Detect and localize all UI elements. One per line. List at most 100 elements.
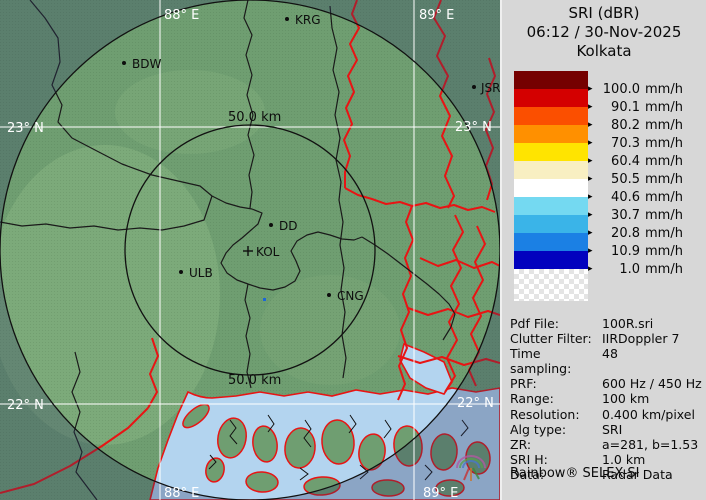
- legend-row: ▸ 70.3 mm/h: [588, 135, 706, 151]
- city-label-cng: CNG: [337, 289, 364, 303]
- colorbar-band: [514, 179, 588, 197]
- metadata-row: ZR: a=281, b=1.53: [510, 437, 704, 452]
- legend-row: ▸ 100.0 mm/h: [588, 81, 706, 97]
- city-label-dd: DD: [279, 219, 297, 233]
- city-dot: [285, 17, 289, 21]
- legend-tick-icon: ▸: [588, 192, 593, 202]
- city-dot: [327, 293, 331, 297]
- meta-value: SRI: [602, 421, 623, 437]
- legend-row: ▸ 80.2 mm/h: [588, 117, 706, 133]
- legend-tick-icon: ▸: [588, 120, 593, 130]
- meta-value: 100R.sri: [602, 316, 654, 331]
- precip-echo-pixel: [263, 298, 266, 301]
- legend-row: ▸ 60.4 mm/h: [588, 153, 706, 169]
- meta-label: Range:: [510, 391, 554, 407]
- legend-unit: mm/h: [645, 153, 683, 169]
- metadata-row: Resolution: 0.400 km/pixel: [510, 407, 704, 422]
- legend-tick-icon: ▸: [588, 138, 593, 148]
- meta-label: Data:: [510, 466, 545, 482]
- legend-value: 60.4: [611, 153, 640, 169]
- district-boundaries: [0, 0, 456, 500]
- meta-label: ZR:: [510, 436, 532, 452]
- city-dot: [472, 85, 476, 89]
- legend-tick-icon: ▸: [588, 156, 593, 166]
- meta-value: a=281, b=1.53: [602, 436, 699, 452]
- legend-value: 40.6: [611, 189, 640, 205]
- legend-tick-icon: ▸: [588, 210, 593, 220]
- graticule-lines: [0, 0, 500, 500]
- station-name: Kolkata: [576, 42, 632, 60]
- meta-label: PRF:: [510, 376, 537, 392]
- legend-unit: mm/h: [645, 99, 683, 115]
- colorbar-below-min-checker: [514, 269, 588, 301]
- metadata-row: Data: Radar Data: [510, 467, 704, 482]
- legend-row: ▸ 40.6 mm/h: [588, 189, 706, 205]
- grid-label-bottom-89e: 89° E: [423, 486, 458, 500]
- graticule-labels: 88° E 89° E 23° N 23° N 22° N 22° N 88° …: [7, 8, 494, 500]
- colorbar-band: [514, 71, 588, 89]
- legend-unit: mm/h: [645, 171, 683, 187]
- creek-lines: [208, 414, 469, 481]
- meta-value: Radar Data: [602, 466, 673, 482]
- legend-unit: mm/h: [645, 135, 683, 151]
- scan-timestamp: 06:12 / 30-Nov-2025: [526, 23, 682, 41]
- colorbar-band: [514, 251, 588, 269]
- meta-value: 0.400 km/pixel: [602, 406, 695, 422]
- colorbar-band: [514, 161, 588, 179]
- legend-value: 70.3: [611, 135, 640, 151]
- legend-row: ▸ 1.0 mm/h: [588, 261, 706, 277]
- metadata-row: Time sampling: 48: [510, 346, 704, 376]
- legend-value: 90.1: [611, 99, 640, 115]
- meta-label: Time sampling:: [510, 346, 572, 377]
- meta-value: 100 km: [602, 391, 650, 407]
- meta-value: IIRDoppler 7: [602, 331, 680, 347]
- grid-label-top-89e: 89° E: [419, 8, 454, 23]
- out-of-range-dim-overlay: [0, 0, 500, 500]
- meta-label: Pdf File:: [510, 316, 559, 331]
- legend-unit: mm/h: [645, 81, 683, 97]
- legend-tick-icon: ▸: [588, 264, 593, 274]
- legend-row: ▸ 20.8 mm/h: [588, 225, 706, 241]
- city-dot: [179, 270, 183, 274]
- legend-value: 20.8: [611, 225, 640, 241]
- colorbar-band: [514, 89, 588, 107]
- grid-label-left-23n: 23° N: [7, 121, 44, 136]
- legend-tick-icon: ▸: [588, 84, 593, 94]
- city-label-jsr: JSR: [480, 81, 500, 95]
- legend-row: ▸ 10.9 mm/h: [588, 243, 706, 259]
- meta-value: 600 Hz / 450 Hz: [602, 376, 702, 392]
- city-label-ulb: ULB: [189, 266, 213, 280]
- legend-unit: mm/h: [645, 117, 683, 133]
- radar-map-canvas: 50.0 km 50.0 km 88° E 89° E 23° N 23° N …: [0, 0, 500, 500]
- metadata-row: Pdf File: 100R.sri: [510, 316, 704, 331]
- legend-unit: mm/h: [645, 225, 683, 241]
- legend-value: 1.0: [619, 261, 640, 277]
- metadata-row: SRI H: 1.0 km: [510, 452, 704, 467]
- software-branding: Rainbow® SELEX-SI: [510, 466, 640, 481]
- meta-label: Resolution:: [510, 406, 580, 422]
- colorbar-band: [514, 143, 588, 161]
- meta-label: SRI H:: [510, 451, 548, 467]
- city-markers: BDW KRG JSR DD KOL ULB CNG: [122, 13, 500, 303]
- metadata-row: Clutter Filter: IIRDoppler 7: [510, 331, 704, 346]
- panel-header: SRI (dBR) 06:12 / 30-Nov-2025 Kolkata: [502, 4, 706, 61]
- intensity-colorbar: [514, 71, 588, 301]
- colorbar-band: [514, 107, 588, 125]
- city-label-bdw: BDW: [132, 57, 161, 71]
- meta-label: Alg type:: [510, 421, 567, 437]
- legend-unit: mm/h: [645, 189, 683, 205]
- metadata-row: Range: 100 km: [510, 391, 704, 406]
- city-dot: [269, 223, 273, 227]
- metadata-row: PRF: 600 Hz / 450 Hz: [510, 376, 704, 391]
- range-ring-label-upper: 50.0 km: [228, 110, 281, 125]
- legend-tick-icon: ▸: [588, 102, 593, 112]
- legend-unit: mm/h: [645, 261, 683, 277]
- meta-value: 1.0 km: [602, 451, 646, 467]
- grid-label-right-23n: 23° N: [455, 120, 492, 135]
- info-panel: SRI (dBR) 06:12 / 30-Nov-2025 Kolkata ▸ 1…: [500, 0, 706, 500]
- legend-row: ▸ 90.1 mm/h: [588, 99, 706, 115]
- rivers: [0, 0, 500, 494]
- legend-value: 80.2: [611, 117, 640, 133]
- legend-unit: mm/h: [645, 207, 683, 223]
